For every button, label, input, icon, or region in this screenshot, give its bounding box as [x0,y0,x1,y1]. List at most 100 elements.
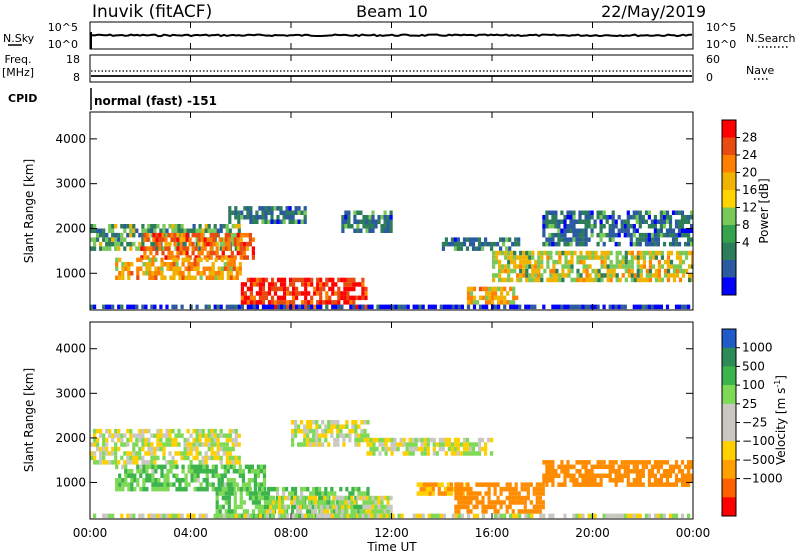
power-cell [294,219,298,224]
velocity-cell [367,513,371,519]
velocity-cell [165,513,169,519]
power-cell [596,232,600,238]
power-cell [551,210,555,215]
power-cell [602,241,606,247]
velocity-cell [336,420,340,425]
velocity-cell [378,451,382,456]
power-cell [193,262,197,267]
velocity-cell [460,486,464,492]
power-cell [217,275,221,280]
velocity-cell [333,424,337,429]
power-cell [226,262,230,267]
velocity-cell [446,491,450,496]
power-cell [665,228,670,233]
power-cell [654,273,658,278]
power-cell [459,246,463,251]
power-cell [205,275,209,280]
velocity-cell [656,478,660,483]
power-cell [232,257,236,263]
power-cell [687,215,691,220]
power-cell [225,228,229,233]
power-cell [542,224,546,229]
power-cell [160,266,164,271]
velocity-cell [193,464,197,470]
power-cell [585,264,589,269]
velocity-cell [183,451,187,456]
power-cell [233,255,237,260]
power-cell [665,232,670,238]
velocity-cell [659,513,663,519]
power-cell [590,228,594,233]
velocity-cell [105,460,109,465]
power-cell [394,304,398,310]
velocity-cell [330,428,334,434]
colorbar-segment [722,422,736,442]
power-cell [657,250,661,256]
power-cell [182,246,186,251]
velocity-cell [374,504,378,510]
power-cell [316,282,320,287]
velocity-cell [321,442,325,447]
velocity-cell [431,486,435,492]
velocity-cell [496,509,500,514]
power-cell [609,273,613,278]
power-cell [303,210,307,215]
velocity-cell [130,478,134,483]
velocity-cell [350,495,354,501]
power-cell [279,277,284,283]
velocity-cell [611,513,615,519]
velocity-cell [656,464,660,470]
velocity-cell [532,486,536,492]
velocity-cell [575,513,579,519]
power-cell [507,264,511,269]
power-cell [328,286,332,292]
power-cell [160,275,164,280]
velocity-cell [493,491,497,496]
velocity-cell [345,424,349,429]
power-cell [674,232,679,238]
velocity-cell [292,513,296,519]
velocity-cell [243,513,247,519]
power-cell [252,295,256,301]
power-cell [352,300,356,305]
power-cell [184,275,188,280]
power-cell [477,241,482,247]
velocity-cell [318,495,322,501]
velocity-cell [526,482,530,487]
velocity-cell [296,509,300,514]
velocity-cell [497,513,501,519]
power-cell [273,219,277,224]
power-cell [626,219,630,224]
power-cell [209,232,213,238]
power-cell [341,228,345,233]
power-cell [231,304,235,310]
velocity-cell [517,500,521,505]
power-cell [115,266,119,271]
velocity-cell [226,469,230,474]
power-cell [358,282,362,287]
velocity-cell [653,482,657,487]
velocity-cell [127,469,131,474]
power-cell [575,237,579,242]
power-cell [644,237,648,242]
velocity-cell [193,478,197,483]
power-cell [560,304,564,310]
power-cell [177,241,181,247]
power-cell [233,237,237,242]
power-cell [639,264,643,269]
power-cell [93,246,97,251]
velocity-cell [460,495,464,501]
power-cell [648,259,652,265]
power-cell [121,275,125,280]
velocity-cell [478,482,482,487]
power-cell [238,262,242,267]
power-cell [552,277,556,283]
power-cell [158,232,162,238]
power-cell [456,241,460,247]
power-cell [624,277,628,283]
power-cell [569,228,573,233]
velocity-cell [641,473,645,478]
power-cell [130,271,134,276]
power-cell [172,257,176,263]
power-cell [120,224,124,229]
